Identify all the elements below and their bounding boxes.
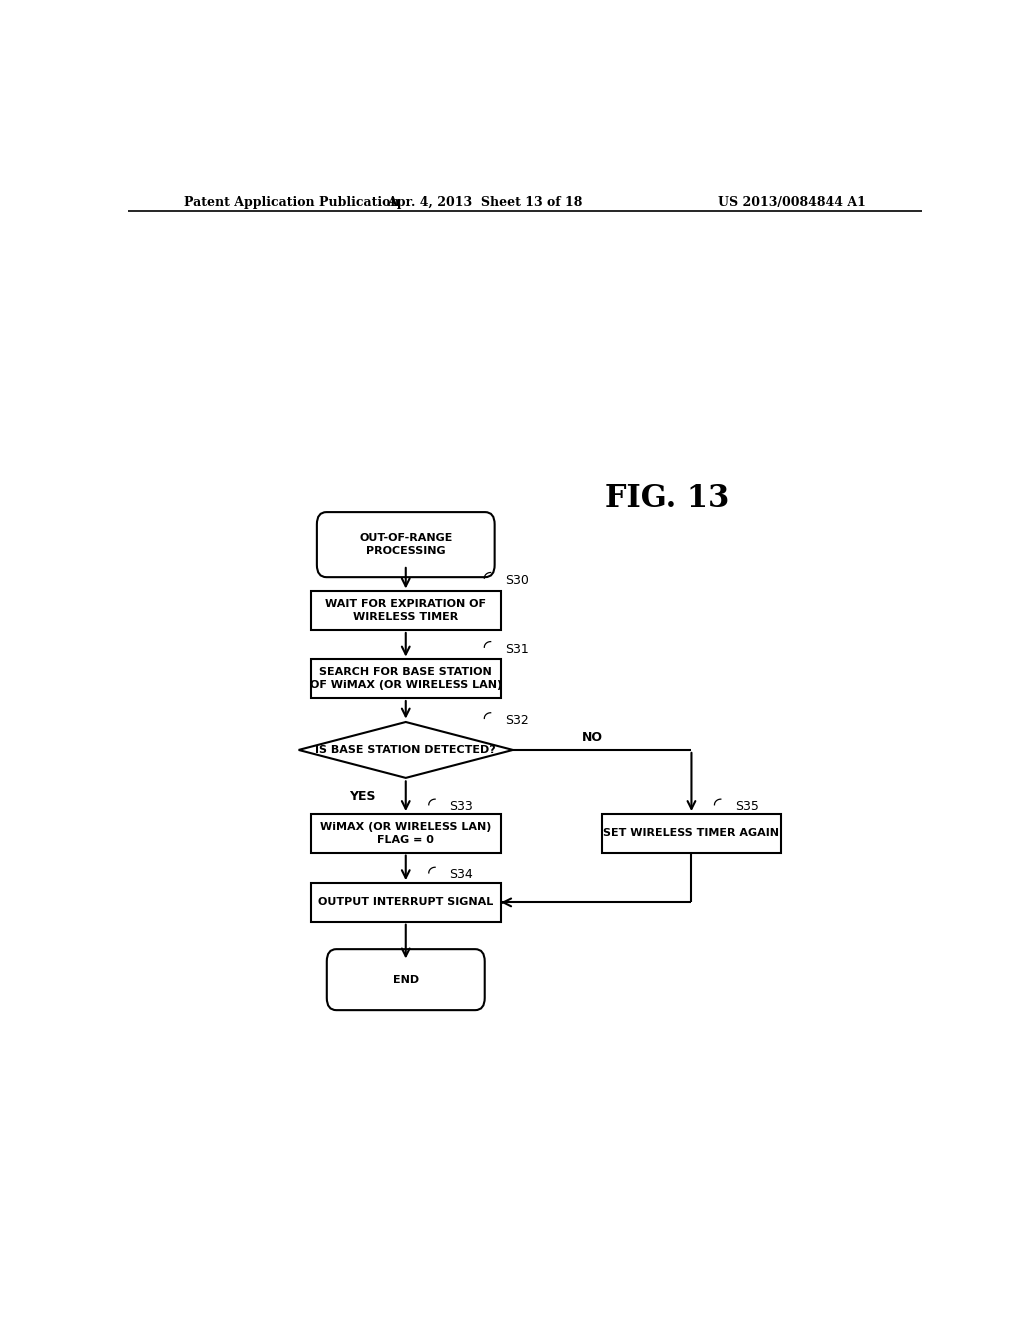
- Text: S35: S35: [735, 800, 759, 813]
- Text: S34: S34: [450, 869, 473, 882]
- Text: SEARCH FOR BASE STATION
OF WiMAX (OR WIRELESS LAN): SEARCH FOR BASE STATION OF WiMAX (OR WIR…: [309, 667, 502, 690]
- Text: NO: NO: [582, 731, 603, 744]
- Text: SET WIRELESS TIMER AGAIN: SET WIRELESS TIMER AGAIN: [603, 828, 779, 838]
- FancyBboxPatch shape: [327, 949, 484, 1010]
- Text: WAIT FOR EXPIRATION OF
WIRELESS TIMER: WAIT FOR EXPIRATION OF WIRELESS TIMER: [326, 599, 486, 622]
- Text: US 2013/0084844 A1: US 2013/0084844 A1: [718, 195, 866, 209]
- Polygon shape: [299, 722, 513, 777]
- FancyBboxPatch shape: [310, 883, 501, 921]
- Text: S33: S33: [450, 800, 473, 813]
- Text: OUT-OF-RANGE
PROCESSING: OUT-OF-RANGE PROCESSING: [359, 533, 453, 556]
- Text: S30: S30: [505, 574, 528, 586]
- Text: END: END: [392, 974, 419, 985]
- Text: S31: S31: [505, 643, 528, 656]
- FancyBboxPatch shape: [316, 512, 495, 577]
- Text: IS BASE STATION DETECTED?: IS BASE STATION DETECTED?: [315, 744, 497, 755]
- FancyBboxPatch shape: [310, 591, 501, 630]
- FancyBboxPatch shape: [310, 660, 501, 698]
- FancyBboxPatch shape: [602, 814, 780, 853]
- Text: FIG. 13: FIG. 13: [605, 483, 730, 515]
- Text: OUTPUT INTERRUPT SIGNAL: OUTPUT INTERRUPT SIGNAL: [318, 898, 494, 907]
- Text: Apr. 4, 2013  Sheet 13 of 18: Apr. 4, 2013 Sheet 13 of 18: [387, 195, 583, 209]
- Text: WiMAX (OR WIRELESS LAN)
FLAG = 0: WiMAX (OR WIRELESS LAN) FLAG = 0: [321, 821, 492, 845]
- FancyBboxPatch shape: [310, 814, 501, 853]
- Text: YES: YES: [349, 791, 376, 803]
- Text: Patent Application Publication: Patent Application Publication: [183, 195, 399, 209]
- Text: S32: S32: [505, 714, 528, 727]
